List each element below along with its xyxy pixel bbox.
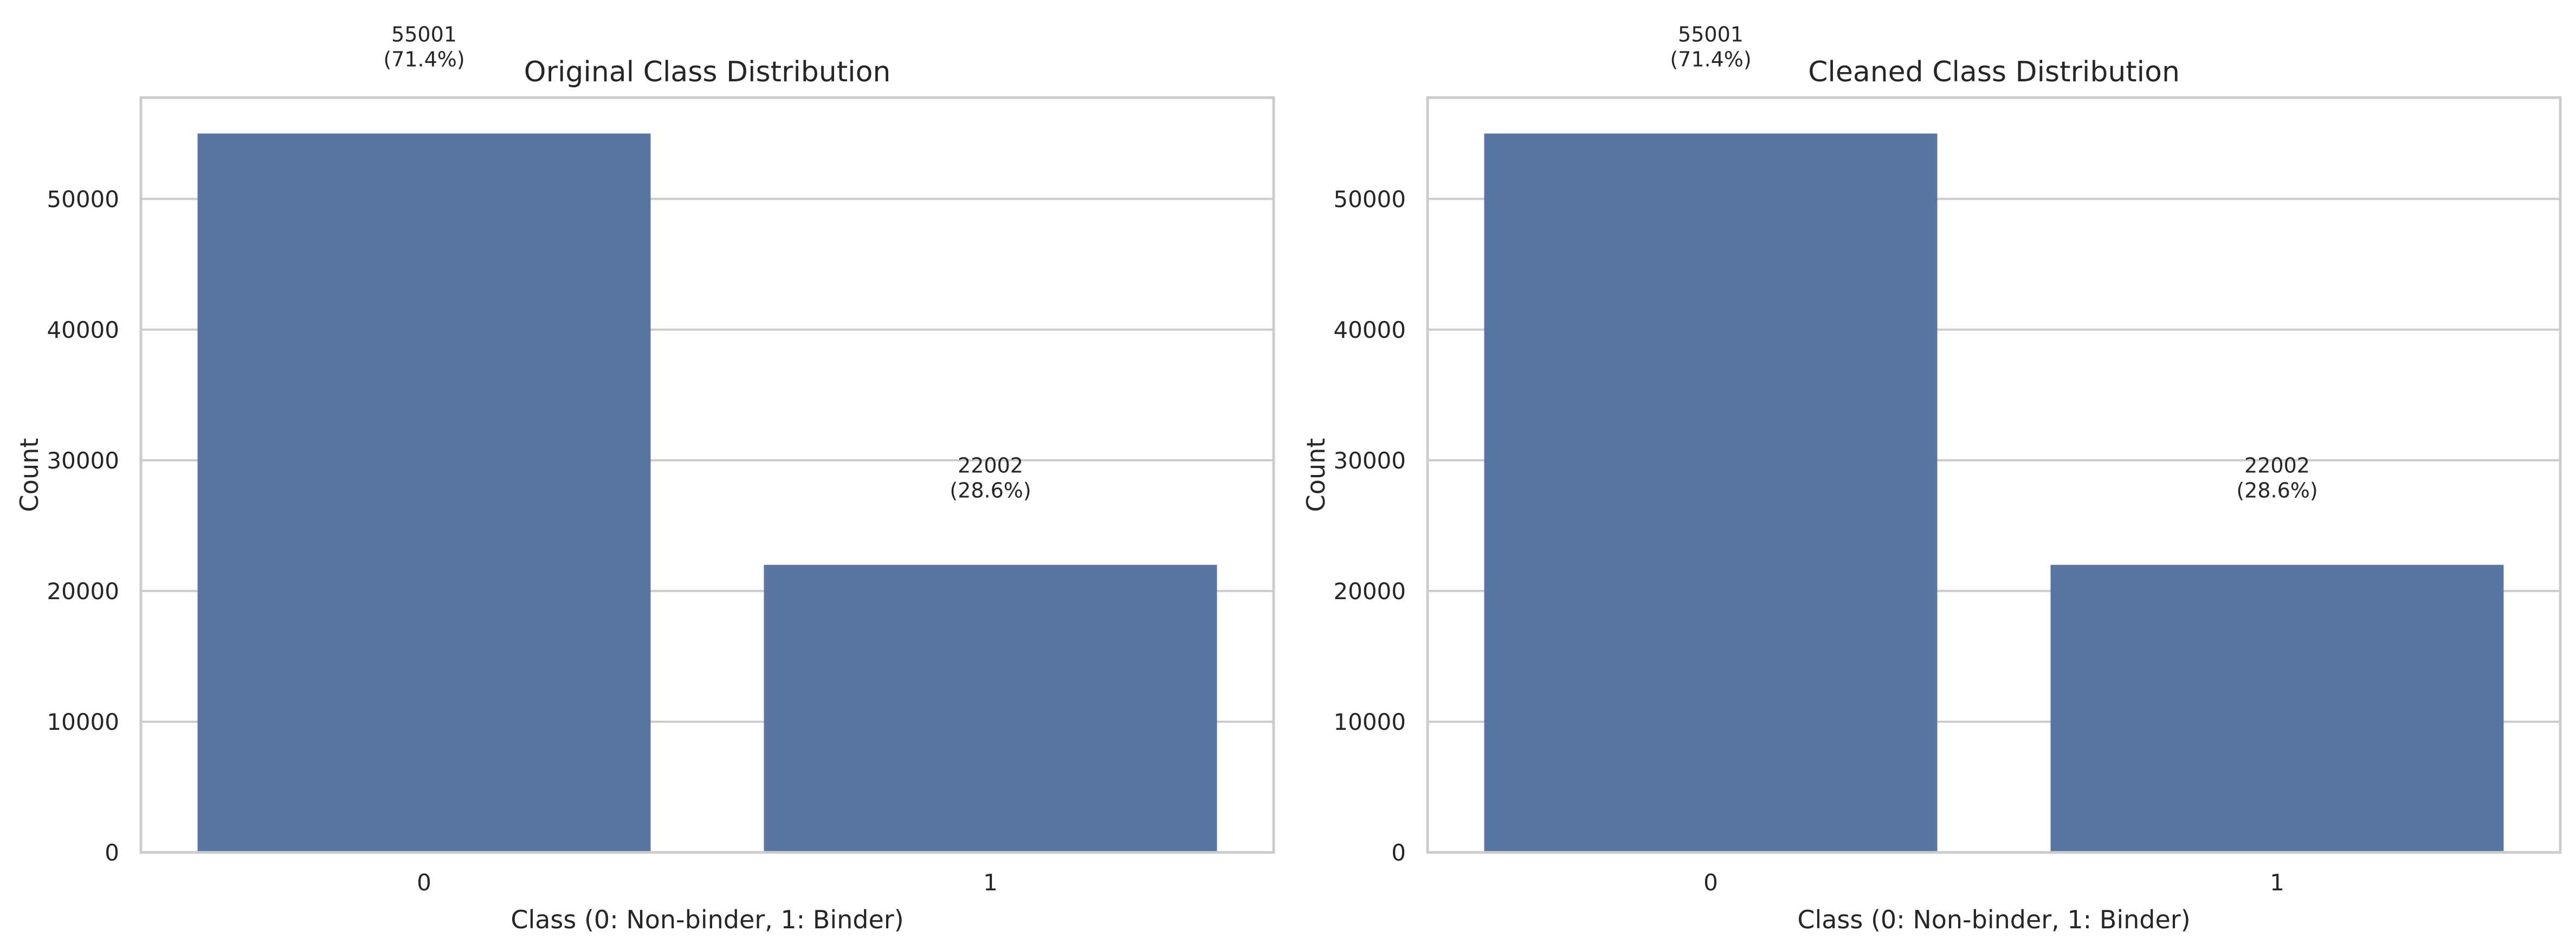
bar-chart-cleaned: 0 10000 20000 30000 40000 50000 0 1 55001(71.4%)…: [1301, 22, 2562, 934]
bar-data-label: (28.6%): [2236, 479, 2317, 503]
y-tick-label: 10000: [47, 709, 119, 735]
bar-data-label: (71.4%): [1670, 47, 1751, 71]
bar-class-1: [2050, 564, 2504, 852]
axes-frame: [1426, 96, 2562, 854]
bar-chart-original: 0 10000 20000 30000 40000 50000 0 1 55001(71.4%)…: [15, 22, 1275, 934]
y-tick-label: 0: [1391, 839, 1406, 866]
x-tick-label: 1: [2270, 869, 2284, 896]
y-tick-label: 40000: [47, 317, 119, 343]
bar-class-0: [1484, 133, 1938, 853]
chart-title: Original Class Distribution: [524, 56, 891, 88]
bar-class-0: [197, 133, 651, 853]
y-tick-label: 40000: [1333, 317, 1406, 343]
y-tick-label: 20000: [47, 578, 119, 605]
chart-panel-cleaned: 0 10000 20000 30000 40000 50000 0 1 55001 (71.4%)…: [1288, 0, 2576, 948]
bar-class-1: [764, 564, 1217, 852]
x-tick-label: 0: [1703, 869, 1718, 896]
x-axis-label: Class (0: Non-binder, 1: Binder): [1797, 905, 2190, 934]
chart-title: Cleaned Class Distribution: [1808, 56, 2180, 88]
x-axis-label: Class (0: Non-binder, 1: Binder): [511, 905, 903, 934]
chart-panel-original: 0 10000 20000 30000 40000 50000 0 1 55001 (71.4%)…: [0, 0, 1288, 948]
bar-data-label: 55001: [1678, 22, 1744, 46]
axes-frame: [139, 96, 1275, 854]
y-tick-label: 20000: [1333, 578, 1406, 605]
bar-data-label: (71.4%): [383, 47, 464, 71]
bar-data-label: 55001: [391, 22, 457, 46]
y-tick-label: 30000: [1333, 447, 1406, 474]
bar-data-label: 22002: [958, 454, 1023, 478]
y-tick-label: 0: [105, 839, 119, 866]
bar-data-label: 22002: [2244, 454, 2310, 478]
y-tick-label: 50000: [47, 186, 119, 213]
y-axis-label: Count: [15, 438, 44, 512]
x-tick-label: 1: [983, 869, 998, 896]
y-tick-label: 30000: [47, 447, 119, 474]
x-tick-label: 0: [417, 869, 431, 896]
y-axis-label: Count: [1301, 438, 1331, 512]
y-tick-label: 50000: [1333, 186, 1406, 213]
bar-data-label: (28.6%): [950, 479, 1031, 503]
y-tick-label: 10000: [1333, 709, 1406, 735]
